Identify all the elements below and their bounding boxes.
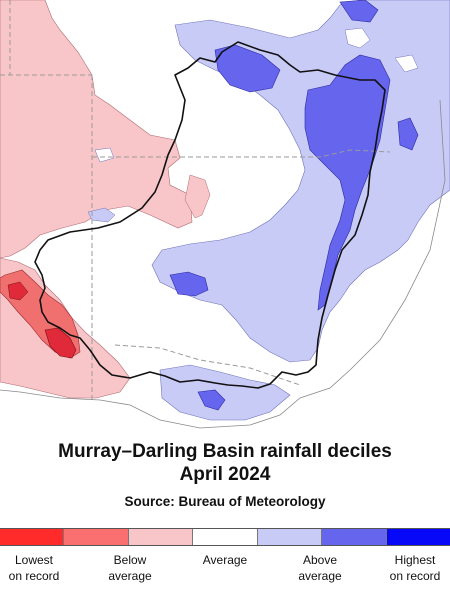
above-average-region-south (159, 364, 291, 421)
legend-label-highest: Highest on record (389, 553, 441, 583)
coastline (0, 99, 446, 429)
very-much-above-region-northeast (339, 0, 379, 23)
legend-label-below: Below average (108, 553, 152, 583)
state-borders (0, 0, 391, 400)
legend-label-average: Average (202, 553, 248, 567)
source-credit: Source: Bureau of Meteorology (124, 494, 326, 509)
lowest-on-record-small (7, 281, 29, 301)
legend-swatch-very-much-below (64, 529, 129, 545)
lowest-on-record-region (44, 327, 77, 359)
state-border-nsw-vic (114, 344, 301, 386)
state-border-qld-nsw (92, 149, 391, 158)
very-much-above-region-north (214, 44, 281, 93)
legend-swatch-below (128, 529, 194, 545)
basin-outline (34, 41, 386, 389)
legend-label-lowest: Lowest on record (8, 553, 60, 583)
legend-color-bar (0, 528, 450, 546)
average-hole-3 (94, 147, 115, 163)
legend-swatch-lowest (0, 529, 65, 545)
very-much-above-region-inland (169, 271, 209, 297)
legend-swatch-very-much-above (322, 529, 387, 545)
very-much-above-region-south (197, 389, 226, 411)
above-average-small (87, 207, 116, 223)
rainfall-decile-map (0, 0, 450, 430)
below-average-region-west (0, 0, 193, 259)
below-average-region-patch (184, 174, 211, 219)
legend-swatch-highest (386, 529, 450, 545)
legend-swatch-above (257, 529, 323, 545)
legend-label-above: Above average (298, 553, 342, 583)
average-hole-1 (344, 27, 371, 49)
map-subtitle-date: April 2024 (179, 464, 271, 485)
very-much-above-region-coast (397, 117, 419, 151)
map-title: Murray–Darling Basin rainfall deciles (58, 441, 392, 462)
average-hole-2 (394, 54, 419, 73)
legend-swatch-average (193, 529, 258, 545)
